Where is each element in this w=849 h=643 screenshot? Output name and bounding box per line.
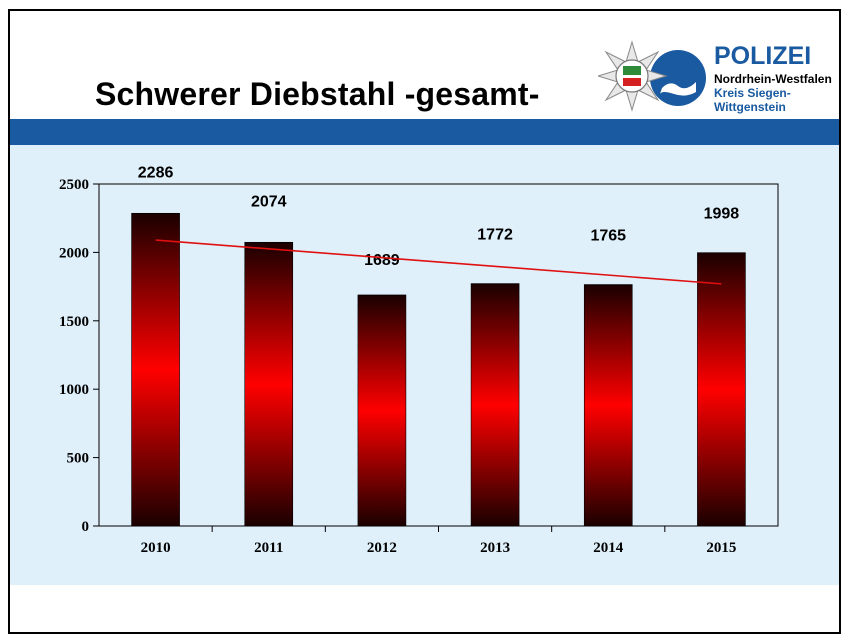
header-band — [10, 119, 839, 145]
data-label: 2286 — [138, 164, 174, 181]
slide-title: Schwerer Diebstahl -gesamt- — [95, 76, 540, 112]
x-tick-label: 2011 — [254, 540, 283, 556]
police-star-badge-icon — [596, 40, 706, 112]
x-tick-label: 2012 — [367, 540, 397, 556]
x-tick-label: 2014 — [593, 540, 624, 556]
bar — [244, 241, 294, 527]
y-tick-label: 500 — [67, 451, 90, 467]
y-tick-label: 1000 — [59, 382, 89, 398]
data-label: 1765 — [590, 228, 626, 245]
data-label: 1998 — [704, 206, 740, 223]
bar — [357, 294, 407, 527]
y-tick-label: 0 — [82, 519, 90, 535]
data-label: 1772 — [477, 227, 513, 244]
x-tick-label: 2015 — [706, 540, 736, 556]
bar-chart: 0 500 1000 1500 2000 2500 2010 2286 2011 2074 2012… — [59, 164, 779, 556]
trend-line — [155, 239, 722, 285]
x-tick-label: 2010 — [141, 540, 171, 556]
logo-district-1: Kreis Siegen- — [714, 86, 791, 100]
bar — [697, 252, 746, 527]
plot-area — [98, 183, 779, 527]
y-tick-label: 2500 — [59, 177, 89, 193]
slide-frame: Schwerer Diebstahl -gesamt- POLIZEI Nord… — [8, 9, 841, 634]
y-tick-label: 2000 — [59, 245, 89, 261]
y-tick-label: 1500 — [59, 314, 89, 330]
police-logo: POLIZEI Nordrhein-Westfalen Kreis Siegen… — [596, 36, 838, 116]
data-label: 1689 — [364, 252, 400, 269]
bar — [131, 212, 180, 527]
bar — [470, 283, 520, 527]
logo-title: POLIZEI — [714, 42, 812, 70]
logo-state: Nordrhein-Westfalen — [714, 72, 832, 86]
x-tick-label: 2013 — [480, 540, 510, 556]
data-label: 2074 — [251, 193, 287, 210]
bar — [583, 284, 633, 527]
logo-district-2: Wittgenstein — [714, 100, 786, 114]
